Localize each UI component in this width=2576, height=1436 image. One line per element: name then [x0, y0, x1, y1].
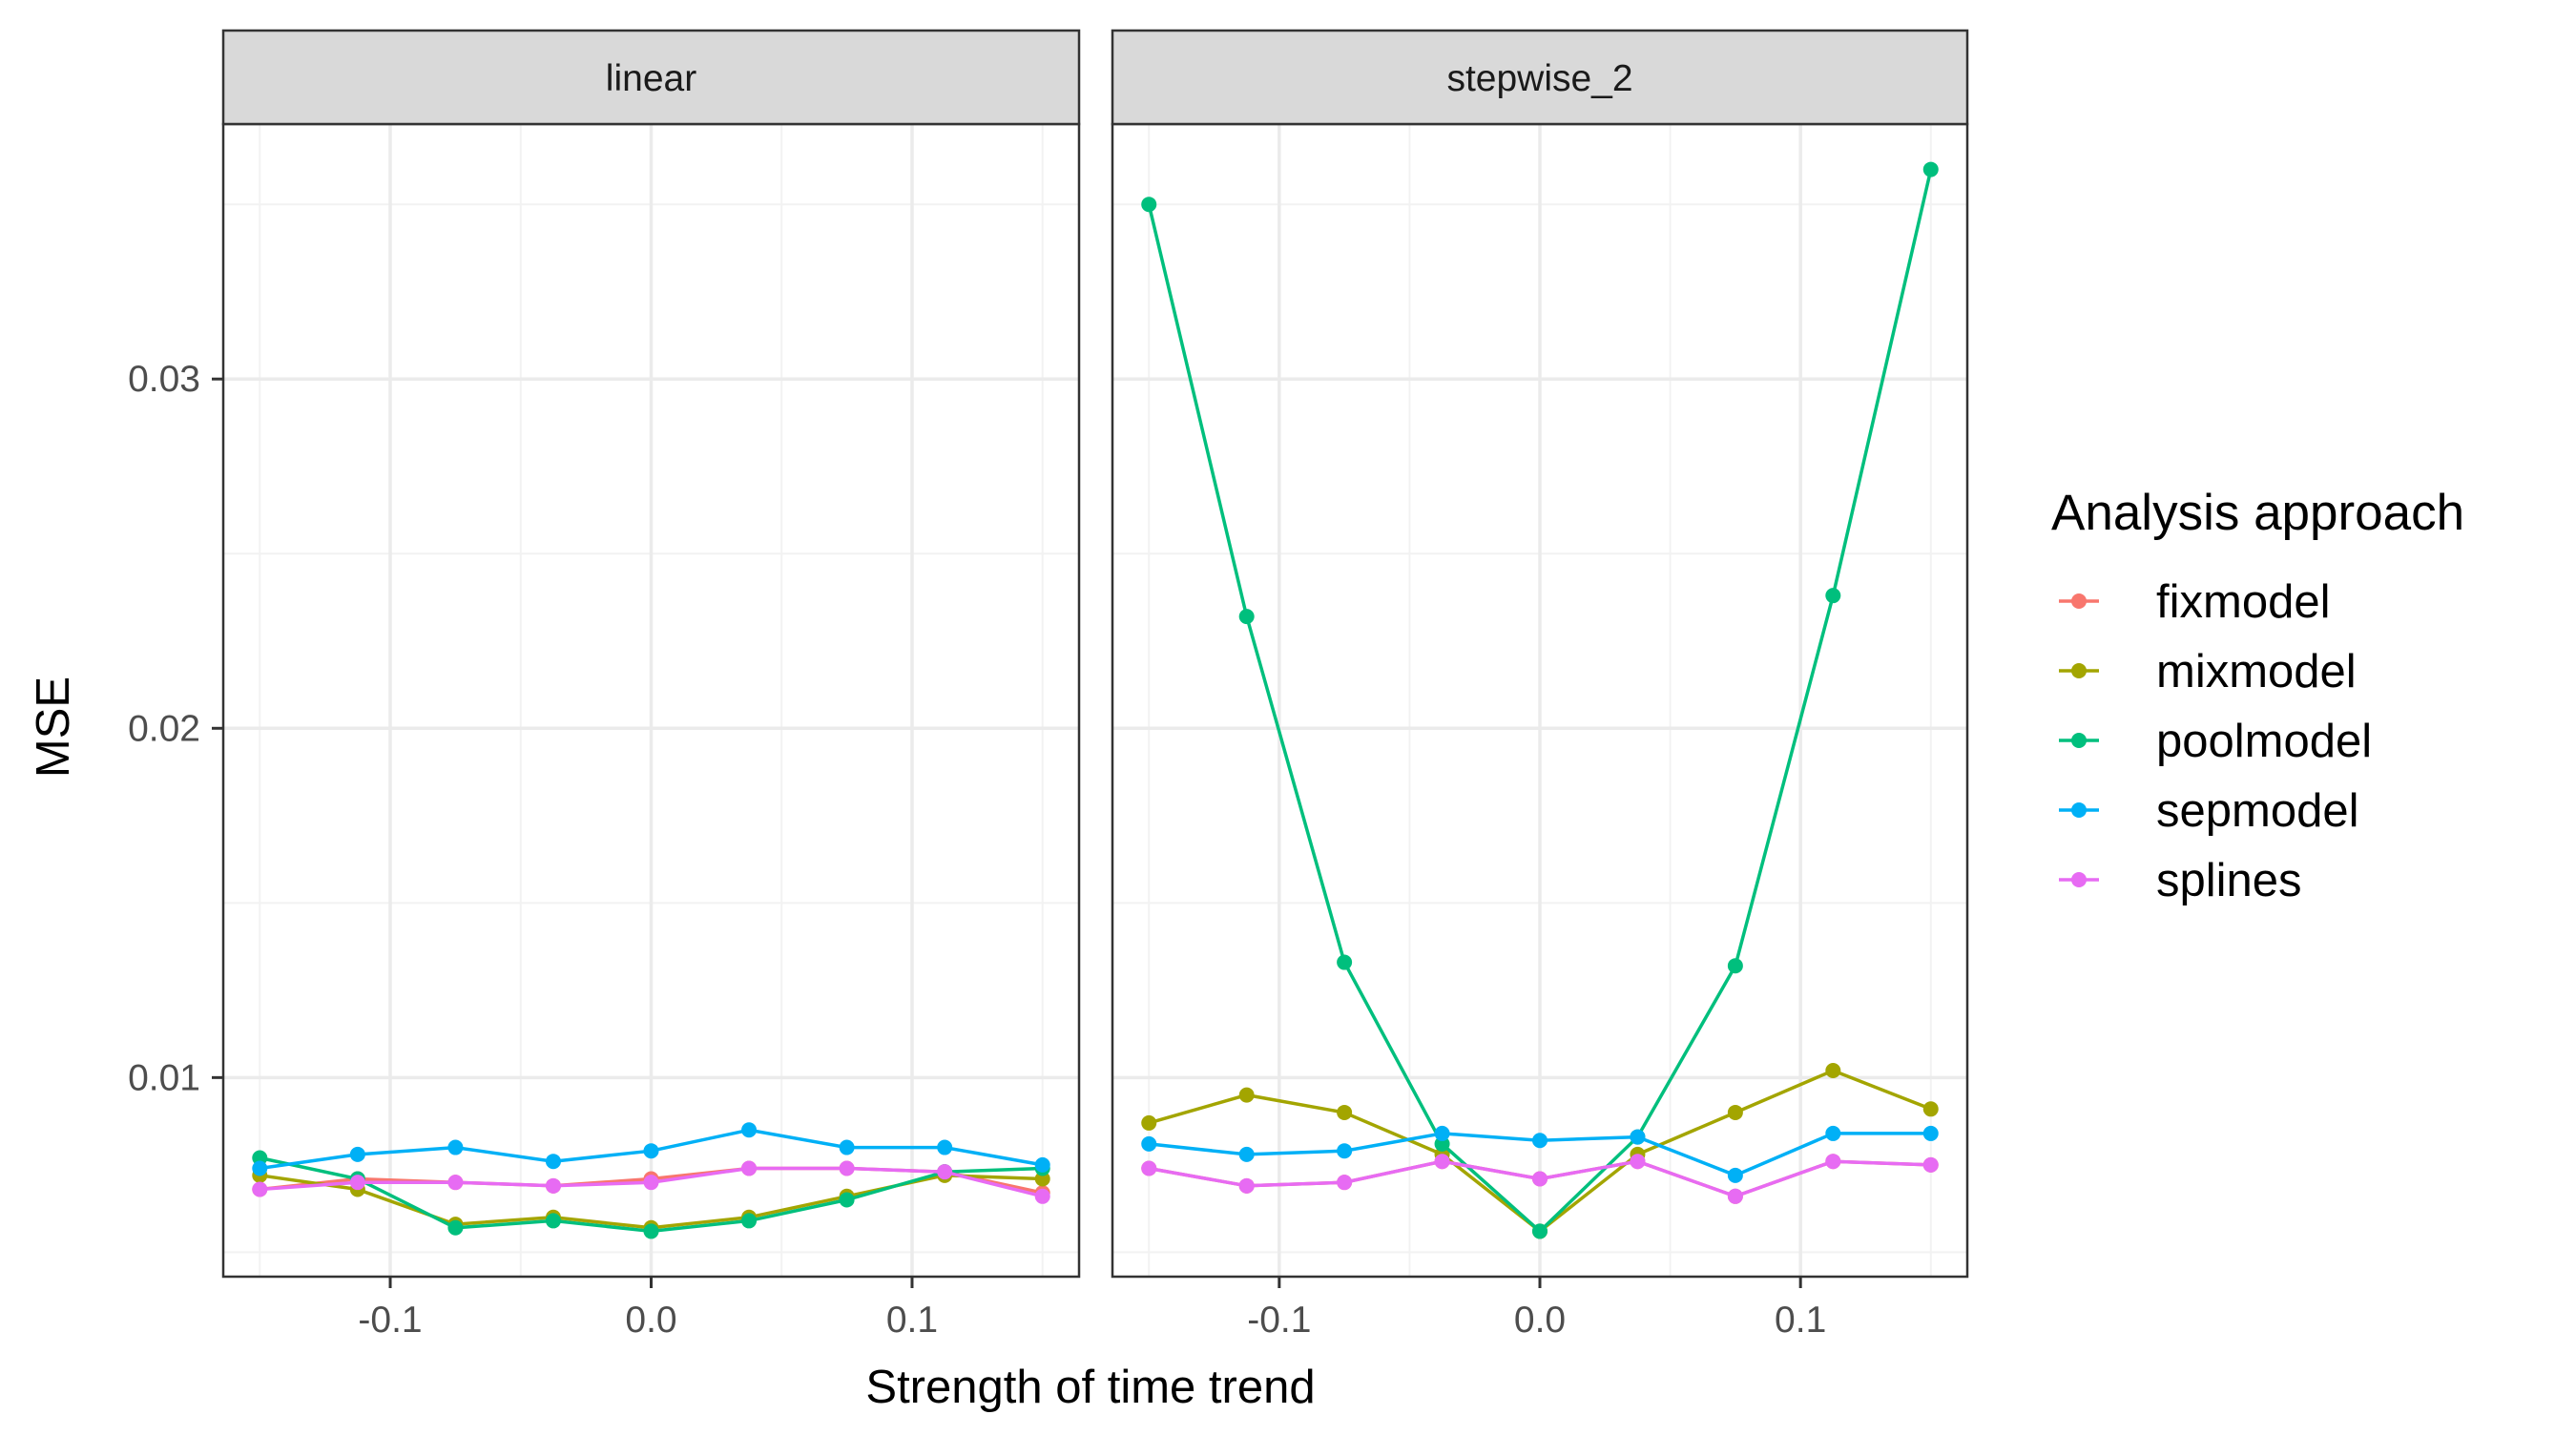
legend-key-point	[2071, 802, 2087, 818]
legend: Analysis approach fixmodel mixmodel poolmo…	[2051, 485, 2464, 906]
y-tick-label: 0.02	[128, 708, 200, 749]
data-point-splines	[1922, 1156, 1939, 1173]
data-point-splines	[1532, 1171, 1548, 1187]
data-point-poolmodel	[252, 1150, 268, 1166]
data-point-splines	[1727, 1188, 1743, 1204]
data-point-splines	[937, 1164, 953, 1180]
x-axis-title: Strength of time trend	[865, 1362, 1315, 1413]
data-point-splines	[1337, 1175, 1353, 1191]
legend-key-point	[2071, 593, 2087, 609]
data-point-sepmodel	[447, 1139, 464, 1155]
legend-key-point	[2071, 663, 2087, 678]
data-point-sepmodel	[1825, 1125, 1841, 1141]
data-point-poolmodel	[1727, 958, 1743, 974]
data-point-poolmodel	[1238, 609, 1255, 625]
data-point-sepmodel	[1630, 1129, 1646, 1145]
data-point-splines	[252, 1181, 268, 1197]
legend-key-point	[2071, 733, 2087, 748]
data-point-mixmodel	[1337, 1104, 1353, 1120]
data-point-mixmodel	[1825, 1063, 1841, 1079]
y-axis-title: MSE	[28, 676, 79, 778]
data-point-sepmodel	[839, 1139, 855, 1155]
legend-key-point	[2071, 872, 2087, 887]
data-point-sepmodel	[741, 1122, 758, 1138]
legend-label: fixmodel	[2156, 576, 2330, 628]
data-point-poolmodel	[545, 1213, 561, 1229]
facet-strip	[1111, 29, 1969, 126]
data-point-sepmodel	[545, 1154, 561, 1170]
legend-item-sepmodel: sepmodel	[2059, 785, 2358, 837]
x-tick-label: 0.0	[1514, 1300, 1566, 1341]
data-point-sepmodel	[1238, 1146, 1255, 1162]
data-point-poolmodel	[1532, 1223, 1548, 1239]
x-tick-label: 0.1	[1775, 1300, 1826, 1341]
data-point-sepmodel	[1727, 1167, 1743, 1183]
data-point-splines	[349, 1175, 365, 1191]
y-tick-label: 0.01	[128, 1057, 200, 1098]
data-point-sepmodel	[643, 1143, 659, 1159]
axes-layer: Strength of time trend MSE	[28, 676, 1316, 1413]
facet-panel-stepwise_2: stepwise_2 -0.1 0.0 0.1	[1111, 29, 1969, 1341]
legend-item-splines: splines	[2059, 855, 2302, 906]
data-point-poolmodel	[1434, 1135, 1450, 1152]
data-point-mixmodel	[1141, 1114, 1157, 1131]
x-tick-label: -0.1	[358, 1300, 422, 1341]
legend-items: fixmodel mixmodel poolmodel sepmodel splines	[2059, 576, 2372, 906]
x-tick-label: 0.0	[625, 1300, 676, 1341]
data-point-mixmodel	[1238, 1087, 1255, 1103]
legend-label: splines	[2156, 855, 2302, 906]
x-tick-label: 0.1	[886, 1300, 938, 1341]
data-point-splines	[643, 1175, 659, 1191]
y-tick-label: 0.03	[128, 359, 200, 400]
data-point-poolmodel	[1825, 588, 1841, 604]
legend-label: mixmodel	[2156, 646, 2357, 697]
legend-label: poolmodel	[2156, 716, 2372, 767]
x-tick-label: -0.1	[1247, 1300, 1311, 1341]
data-point-sepmodel	[1434, 1125, 1450, 1141]
data-point-splines	[1825, 1154, 1841, 1170]
legend-label: sepmodel	[2156, 785, 2358, 837]
data-point-mixmodel	[1727, 1104, 1743, 1120]
data-point-sepmodel	[1532, 1133, 1548, 1149]
legend-item-mixmodel: mixmodel	[2059, 646, 2357, 697]
data-point-sepmodel	[252, 1160, 268, 1176]
data-point-poolmodel	[1337, 954, 1353, 970]
legend-item-fixmodel: fixmodel	[2059, 576, 2330, 628]
data-point-splines	[1630, 1154, 1646, 1170]
data-point-sepmodel	[1337, 1143, 1353, 1159]
data-point-splines	[447, 1175, 464, 1191]
data-point-poolmodel	[643, 1223, 659, 1239]
data-point-mixmodel	[1922, 1101, 1939, 1117]
data-point-splines	[545, 1177, 561, 1194]
data-point-splines	[839, 1160, 855, 1176]
data-point-sepmodel	[1034, 1156, 1050, 1173]
panels-layer: 0.01 0.02 0.03 linear -0.1 0.0 0.1 stepwise_2 -0…	[128, 29, 1969, 1341]
data-point-mixmodel	[1034, 1171, 1050, 1187]
data-point-poolmodel	[1922, 161, 1939, 177]
data-point-poolmodel	[741, 1213, 758, 1229]
data-point-splines	[1141, 1160, 1157, 1176]
facet-strip	[221, 29, 1081, 126]
data-point-splines	[1238, 1177, 1255, 1194]
data-point-sepmodel	[1141, 1135, 1157, 1152]
legend-title: Analysis approach	[2051, 485, 2464, 541]
data-point-sepmodel	[1922, 1125, 1939, 1141]
facet-panel-linear: linear -0.1 0.0 0.1	[221, 29, 1081, 1341]
data-point-poolmodel	[839, 1192, 855, 1208]
data-point-sepmodel	[349, 1146, 365, 1162]
facet-strip-label: linear	[606, 58, 696, 99]
data-point-poolmodel	[447, 1219, 464, 1236]
data-point-splines	[1434, 1154, 1450, 1170]
data-point-sepmodel	[937, 1139, 953, 1155]
legend-item-poolmodel: poolmodel	[2059, 716, 2372, 767]
data-point-poolmodel	[1141, 197, 1157, 213]
facet-strip-label: stepwise_2	[1446, 58, 1632, 99]
data-point-splines	[1034, 1188, 1050, 1204]
data-point-splines	[741, 1160, 758, 1176]
